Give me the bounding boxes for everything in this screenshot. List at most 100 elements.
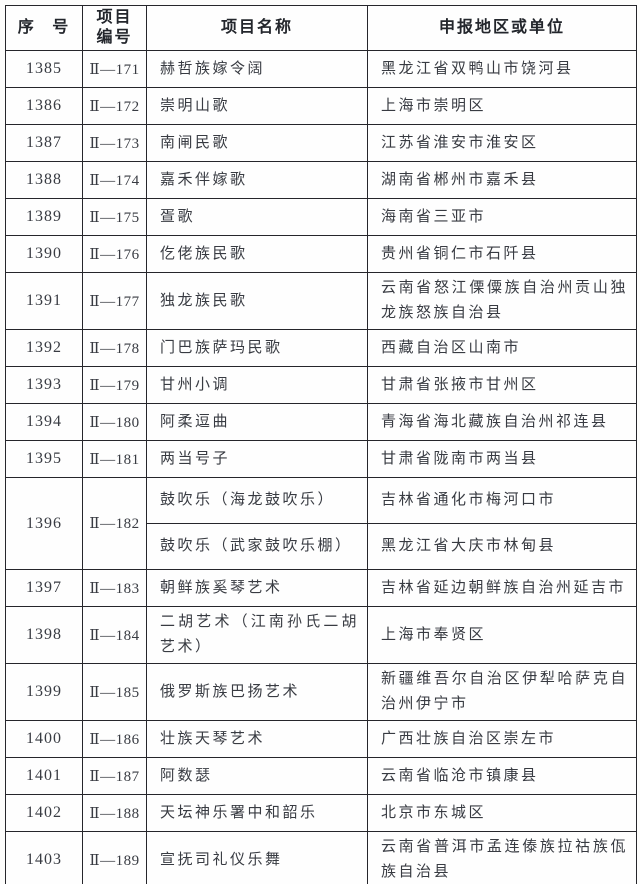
declaring-region-cell: 甘肃省陇南市两当县 xyxy=(367,440,637,478)
table-row: 1403 Ⅱ—189 宣抚司礼仪乐舞 云南省普洱市孟连傣族拉祜族佤族自治县 xyxy=(5,831,637,884)
serial-number-cell: 1389 xyxy=(5,198,83,236)
declaring-region-cell: 上海市奉贤区 xyxy=(367,606,637,664)
table-row: 1397 Ⅱ—183 朝鲜族奚琴艺术 吉林省延边朝鲜族自治州延吉市 xyxy=(5,569,637,607)
project-code-cell: Ⅱ—179 xyxy=(82,366,147,404)
serial-number-cell: 1397 xyxy=(5,569,83,607)
declaring-region-cell: 甘肃省张掖市甘州区 xyxy=(367,366,637,404)
project-name-cell: 天坛神乐署中和韶乐 xyxy=(146,794,368,832)
project-code-cell: Ⅱ—174 xyxy=(82,161,147,199)
table-row: 1398 Ⅱ—184 二胡艺术（江南孙氏二胡艺术） 上海市奉贤区 xyxy=(5,606,637,664)
declaring-region-cell: 海南省三亚市 xyxy=(367,198,637,236)
project-name-cell: 阿数瑟 xyxy=(146,757,368,795)
table-row: 1400 Ⅱ—186 壮族天琴艺术 广西壮族自治区崇左市 xyxy=(5,720,637,758)
serial-number-cell: 1402 xyxy=(5,794,83,832)
header-project-name: 项目名称 xyxy=(146,5,368,51)
project-name-cell: 独龙族民歌 xyxy=(146,272,368,330)
serial-number-cell: 1395 xyxy=(5,440,83,478)
table-row: 1396 Ⅱ—182 鼓吹乐（海龙鼓吹乐） 吉林省通化市梅河口市 xyxy=(5,477,637,570)
heritage-list-table: 序 号 项目 编号 项目名称 申报地区或单位 1385 Ⅱ—171 赫哲族嫁令阔 黑龙… xyxy=(5,5,637,884)
declaring-region-cell: 青海省海北藏族自治州祁连县 xyxy=(367,403,637,441)
declaring-region-cell: 贵州省铜仁市石阡县 xyxy=(367,235,637,273)
project-name-cell: 赫哲族嫁令阔 xyxy=(146,50,368,88)
header-serial-number: 序 号 xyxy=(5,5,83,51)
table-row: 1388 Ⅱ—174 嘉禾伴嫁歌 湖南省郴州市嘉禾县 xyxy=(5,161,637,199)
declaring-region-cell: 云南省临沧市镇康县 xyxy=(367,757,637,795)
project-name-cell: 崇明山歌 xyxy=(146,87,368,125)
project-code-cell: Ⅱ—187 xyxy=(82,757,147,795)
project-name-cell: 仡佬族民歌 xyxy=(146,235,368,273)
table-row: 1402 Ⅱ—188 天坛神乐署中和韶乐 北京市东城区 xyxy=(5,794,637,832)
serial-number-cell: 1392 xyxy=(5,329,83,367)
header-row: 序 号 项目 编号 项目名称 申报地区或单位 xyxy=(5,5,637,51)
header-project-code: 项目 编号 xyxy=(82,5,147,51)
project-name-cell: 阿柔逗曲 xyxy=(146,403,368,441)
project-name-cell: 鼓吹乐（海龙鼓吹乐） xyxy=(146,477,368,524)
project-code-cell: Ⅱ—181 xyxy=(82,440,147,478)
table-row: 鼓吹乐（武家鼓吹乐棚） 黑龙江省大庆市林甸县 xyxy=(6,523,637,570)
serial-number-cell: 1386 xyxy=(5,87,83,125)
project-code-cell: Ⅱ—182 xyxy=(82,477,147,570)
table-header: 序 号 项目 编号 项目名称 申报地区或单位 xyxy=(5,5,637,51)
project-name-cell: 二胡艺术（江南孙氏二胡艺术） xyxy=(146,606,368,664)
project-code-cell: Ⅱ—188 xyxy=(82,794,147,832)
serial-number-cell: 1390 xyxy=(5,235,83,273)
serial-number-cell: 1398 xyxy=(5,606,83,664)
declaring-region-cell: 新疆维吾尔自治区伊犁哈萨克自治州伊宁市 xyxy=(367,663,637,721)
serial-number-cell: 1393 xyxy=(5,366,83,404)
project-code-cell: Ⅱ—173 xyxy=(82,124,147,162)
serial-number-cell: 1399 xyxy=(5,663,83,721)
project-code-cell: Ⅱ—183 xyxy=(82,569,147,607)
serial-number-cell: 1403 xyxy=(5,831,83,884)
serial-number-cell: 1396 xyxy=(5,477,83,570)
table-row: 1389 Ⅱ—175 疍歌 海南省三亚市 xyxy=(5,198,637,236)
project-name-cell: 两当号子 xyxy=(146,440,368,478)
declaring-region-cell: 江苏省淮安市淮安区 xyxy=(367,124,637,162)
project-name-cell: 嘉禾伴嫁歌 xyxy=(146,161,368,199)
project-code-cell: Ⅱ—178 xyxy=(82,329,147,367)
table-row: 1387 Ⅱ—173 南闸民歌 江苏省淮安市淮安区 xyxy=(5,124,637,162)
serial-number-cell: 1391 xyxy=(5,272,83,330)
project-name-cell: 南闸民歌 xyxy=(146,124,368,162)
declaring-region-cell: 北京市东城区 xyxy=(367,794,637,832)
table-row: 1390 Ⅱ—176 仡佬族民歌 贵州省铜仁市石阡县 xyxy=(5,235,637,273)
serial-number-cell: 1401 xyxy=(5,757,83,795)
project-name-cell: 俄罗斯族巴扬艺术 xyxy=(146,663,368,721)
project-code-cell: Ⅱ—172 xyxy=(82,87,147,125)
declaring-region-cell: 西藏自治区山南市 xyxy=(367,329,637,367)
project-code-cell: Ⅱ—176 xyxy=(82,235,147,273)
project-name-cell: 疍歌 xyxy=(146,198,368,236)
project-name-cell: 甘州小调 xyxy=(146,366,368,404)
table-row: 1386 Ⅱ—172 崇明山歌 上海市崇明区 xyxy=(5,87,637,125)
header-declaring-region: 申报地区或单位 xyxy=(367,5,637,51)
project-name-cell: 门巴族萨玛民歌 xyxy=(146,329,368,367)
table-row: 1395 Ⅱ—181 两当号子 甘肃省陇南市两当县 xyxy=(5,440,637,478)
project-code-cell: Ⅱ—171 xyxy=(82,50,147,88)
declaring-region-cell: 云南省普洱市孟连傣族拉祜族佤族自治县 xyxy=(367,831,637,884)
declaring-region-cell: 广西壮族自治区崇左市 xyxy=(367,720,637,758)
serial-number-cell: 1394 xyxy=(5,403,83,441)
project-code-cell: Ⅱ—189 xyxy=(82,831,147,884)
table-row: 1401 Ⅱ—187 阿数瑟 云南省临沧市镇康县 xyxy=(5,757,637,795)
declaring-region-cell: 云南省怒江傈僳族自治州贡山独龙族怒族自治县 xyxy=(367,272,637,330)
declaring-region-cell: 上海市崇明区 xyxy=(367,87,637,125)
table-row: 1385 Ⅱ—171 赫哲族嫁令阔 黑龙江省双鸭山市饶河县 xyxy=(5,50,637,88)
declaring-region-cell: 黑龙江省双鸭山市饶河县 xyxy=(367,50,637,88)
table-row: 1399 Ⅱ—185 俄罗斯族巴扬艺术 新疆维吾尔自治区伊犁哈萨克自治州伊宁市 xyxy=(5,663,637,721)
declaring-region-cell: 黑龙江省大庆市林甸县 xyxy=(367,523,637,570)
table-row: 1394 Ⅱ—180 阿柔逗曲 青海省海北藏族自治州祁连县 xyxy=(5,403,637,441)
project-code-cell: Ⅱ—186 xyxy=(82,720,147,758)
declaring-region-cell: 吉林省延边朝鲜族自治州延吉市 xyxy=(367,569,637,607)
project-code-cell: Ⅱ—175 xyxy=(82,198,147,236)
project-code-cell: Ⅱ—184 xyxy=(82,606,147,664)
table-row: 1393 Ⅱ—179 甘州小调 甘肃省张掖市甘州区 xyxy=(5,366,637,404)
table-row: 1391 Ⅱ—177 独龙族民歌 云南省怒江傈僳族自治州贡山独龙族怒族自治县 xyxy=(5,272,637,330)
project-name-cell: 壮族天琴艺术 xyxy=(146,720,368,758)
declaring-region-cell: 吉林省通化市梅河口市 xyxy=(367,477,637,524)
declaring-region-cell: 湖南省郴州市嘉禾县 xyxy=(367,161,637,199)
serial-number-cell: 1387 xyxy=(5,124,83,162)
project-name-cell: 鼓吹乐（武家鼓吹乐棚） xyxy=(146,523,368,570)
table-row: 1392 Ⅱ—178 门巴族萨玛民歌 西藏自治区山南市 xyxy=(5,329,637,367)
project-code-cell: Ⅱ—180 xyxy=(82,403,147,441)
project-name-cell: 宣抚司礼仪乐舞 xyxy=(146,831,368,884)
